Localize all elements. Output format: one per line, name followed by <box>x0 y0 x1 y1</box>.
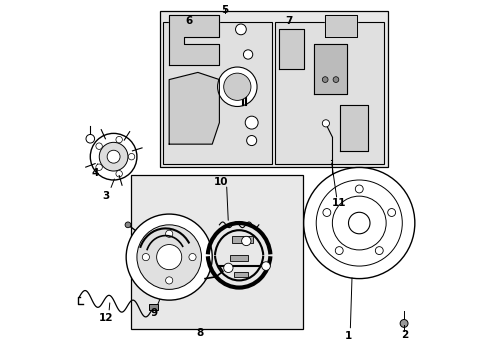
Circle shape <box>243 50 252 59</box>
Text: 11: 11 <box>332 198 346 208</box>
Text: 9: 9 <box>150 308 157 318</box>
Circle shape <box>217 67 257 107</box>
Circle shape <box>387 208 395 216</box>
Circle shape <box>96 143 102 149</box>
Bar <box>233 272 247 277</box>
Circle shape <box>126 214 212 300</box>
Circle shape <box>246 135 256 145</box>
Text: 7: 7 <box>285 17 292 27</box>
Polygon shape <box>314 44 346 94</box>
Bar <box>131 175 303 329</box>
Circle shape <box>332 77 338 82</box>
Circle shape <box>261 262 270 270</box>
Circle shape <box>96 164 102 170</box>
Circle shape <box>116 171 122 177</box>
Circle shape <box>355 185 363 193</box>
Circle shape <box>348 212 369 234</box>
Polygon shape <box>169 72 219 144</box>
Bar <box>274 22 384 164</box>
Circle shape <box>137 225 201 289</box>
Circle shape <box>165 230 172 237</box>
Circle shape <box>244 116 258 129</box>
Circle shape <box>235 24 246 35</box>
Bar <box>149 305 158 310</box>
Circle shape <box>128 153 135 160</box>
Circle shape <box>335 247 343 255</box>
Polygon shape <box>278 30 303 69</box>
Text: 6: 6 <box>185 17 192 27</box>
Circle shape <box>90 134 137 180</box>
Text: 3: 3 <box>102 191 110 201</box>
Bar <box>163 22 271 164</box>
Text: 1: 1 <box>344 331 351 341</box>
Circle shape <box>107 150 120 163</box>
Text: 4: 4 <box>92 168 99 178</box>
Text: 10: 10 <box>214 177 228 187</box>
Text: 5: 5 <box>221 5 228 15</box>
Circle shape <box>303 167 414 279</box>
Circle shape <box>188 253 196 261</box>
Text: 2: 2 <box>401 330 408 340</box>
Text: 8: 8 <box>196 328 203 338</box>
Circle shape <box>223 263 233 273</box>
Circle shape <box>156 244 182 270</box>
Circle shape <box>142 253 149 261</box>
Bar <box>160 12 387 167</box>
Bar <box>230 255 247 261</box>
Circle shape <box>86 134 94 143</box>
Text: 12: 12 <box>99 313 113 323</box>
Circle shape <box>165 277 172 284</box>
Circle shape <box>375 247 383 255</box>
Circle shape <box>322 120 329 127</box>
Circle shape <box>399 319 407 327</box>
Polygon shape <box>339 105 367 151</box>
Circle shape <box>322 77 327 82</box>
Circle shape <box>116 136 122 143</box>
Polygon shape <box>325 15 357 37</box>
Circle shape <box>99 142 128 171</box>
Circle shape <box>241 236 250 246</box>
Bar <box>231 236 253 243</box>
Polygon shape <box>169 15 219 65</box>
Circle shape <box>322 208 330 216</box>
Circle shape <box>125 222 131 228</box>
Circle shape <box>223 73 250 100</box>
